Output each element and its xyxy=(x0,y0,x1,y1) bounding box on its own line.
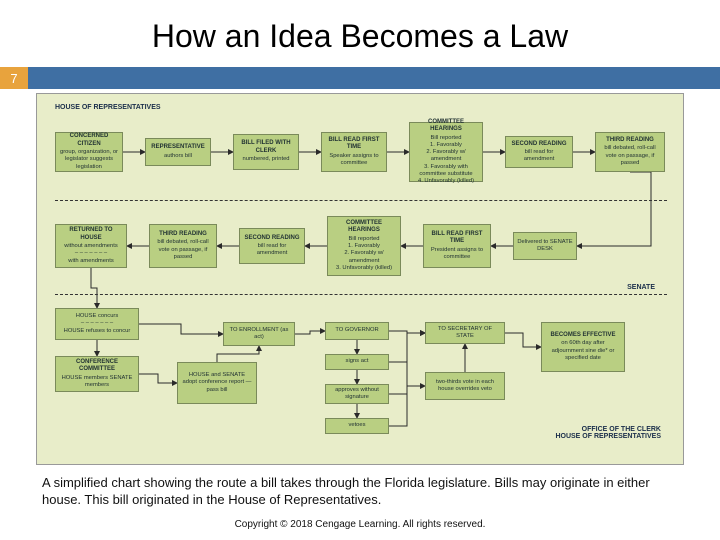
flowchart-node: CONCERNED CITIZENgroup, organization, or… xyxy=(55,132,123,172)
flowchart-node: signs act xyxy=(325,354,389,370)
flowchart-node: SECOND READINGbill read for amendment xyxy=(239,228,305,264)
flowchart-node: BILL FILED WITH CLERKnumbered, printed xyxy=(233,134,299,170)
flowchart-node: COMMITTEE HEARINGSBill reported 1. Favor… xyxy=(327,216,401,276)
flowchart-node: BECOMES EFFECTIVEon 60th day after adjou… xyxy=(541,322,625,372)
slide-number-box: 7 xyxy=(0,67,28,89)
flowchart-node: THIRD READINGbill debated, roll-call vot… xyxy=(149,224,217,268)
flowchart-node: TO GOVERNOR xyxy=(325,322,389,340)
flowchart-node: HOUSE concurs – – – – – – – HOUSE refuse… xyxy=(55,308,139,340)
flowchart-node: THIRD READINGbill debated, roll-call vot… xyxy=(595,132,665,172)
label-senate: SENATE xyxy=(627,284,655,291)
flowchart-node: TO ENROLLMENT (as act) xyxy=(223,322,295,346)
copyright-text: Copyright © 2018 Cengage Learning. All r… xyxy=(0,519,720,530)
flowchart-node: SECOND READINGbill read for amendment xyxy=(505,136,573,168)
flowchart-node: REPRESENTATIVEauthors bill xyxy=(145,138,211,166)
flowchart-node: COMMITTEE HEARINGSBill reported 1. Favor… xyxy=(409,122,483,182)
flowchart-node: BILL READ FIRST TIMEPresident assigns to… xyxy=(423,224,491,268)
flowchart-node: RETURNED TO HOUSEwithout amendments – – … xyxy=(55,224,127,268)
flowchart-node: HOUSE and SENATE adopt conference report… xyxy=(177,362,257,404)
label-office-clerk: OFFICE OF THE CLERK HOUSE OF REPRESENTAT… xyxy=(555,426,661,440)
flowchart-area: HOUSE OF REPRESENTATIVES SENATE OFFICE O… xyxy=(36,93,684,465)
flowchart-node: vetoes xyxy=(325,418,389,434)
label-house: HOUSE OF REPRESENTATIVES xyxy=(55,104,161,111)
section-divider xyxy=(55,200,667,201)
flowchart-node: BILL READ FIRST TIMESpeaker assigns to c… xyxy=(321,132,387,172)
section-divider xyxy=(55,294,667,295)
title-bar: 7 xyxy=(0,67,720,89)
flowchart-node: Delivered to SENATE DESK xyxy=(513,232,577,260)
flowchart-node: TO SECRETARY OF STATE xyxy=(425,322,505,344)
flowchart-node: CONFERENCE COMMITTEEHOUSE members SENATE… xyxy=(55,356,139,392)
caption-text: A simplified chart showing the route a b… xyxy=(42,475,678,509)
page-title: How an Idea Becomes a Law xyxy=(0,0,720,67)
flowchart-node: approves without signature xyxy=(325,384,389,404)
flowchart-node: two-thirds vote in each house overrides … xyxy=(425,372,505,400)
